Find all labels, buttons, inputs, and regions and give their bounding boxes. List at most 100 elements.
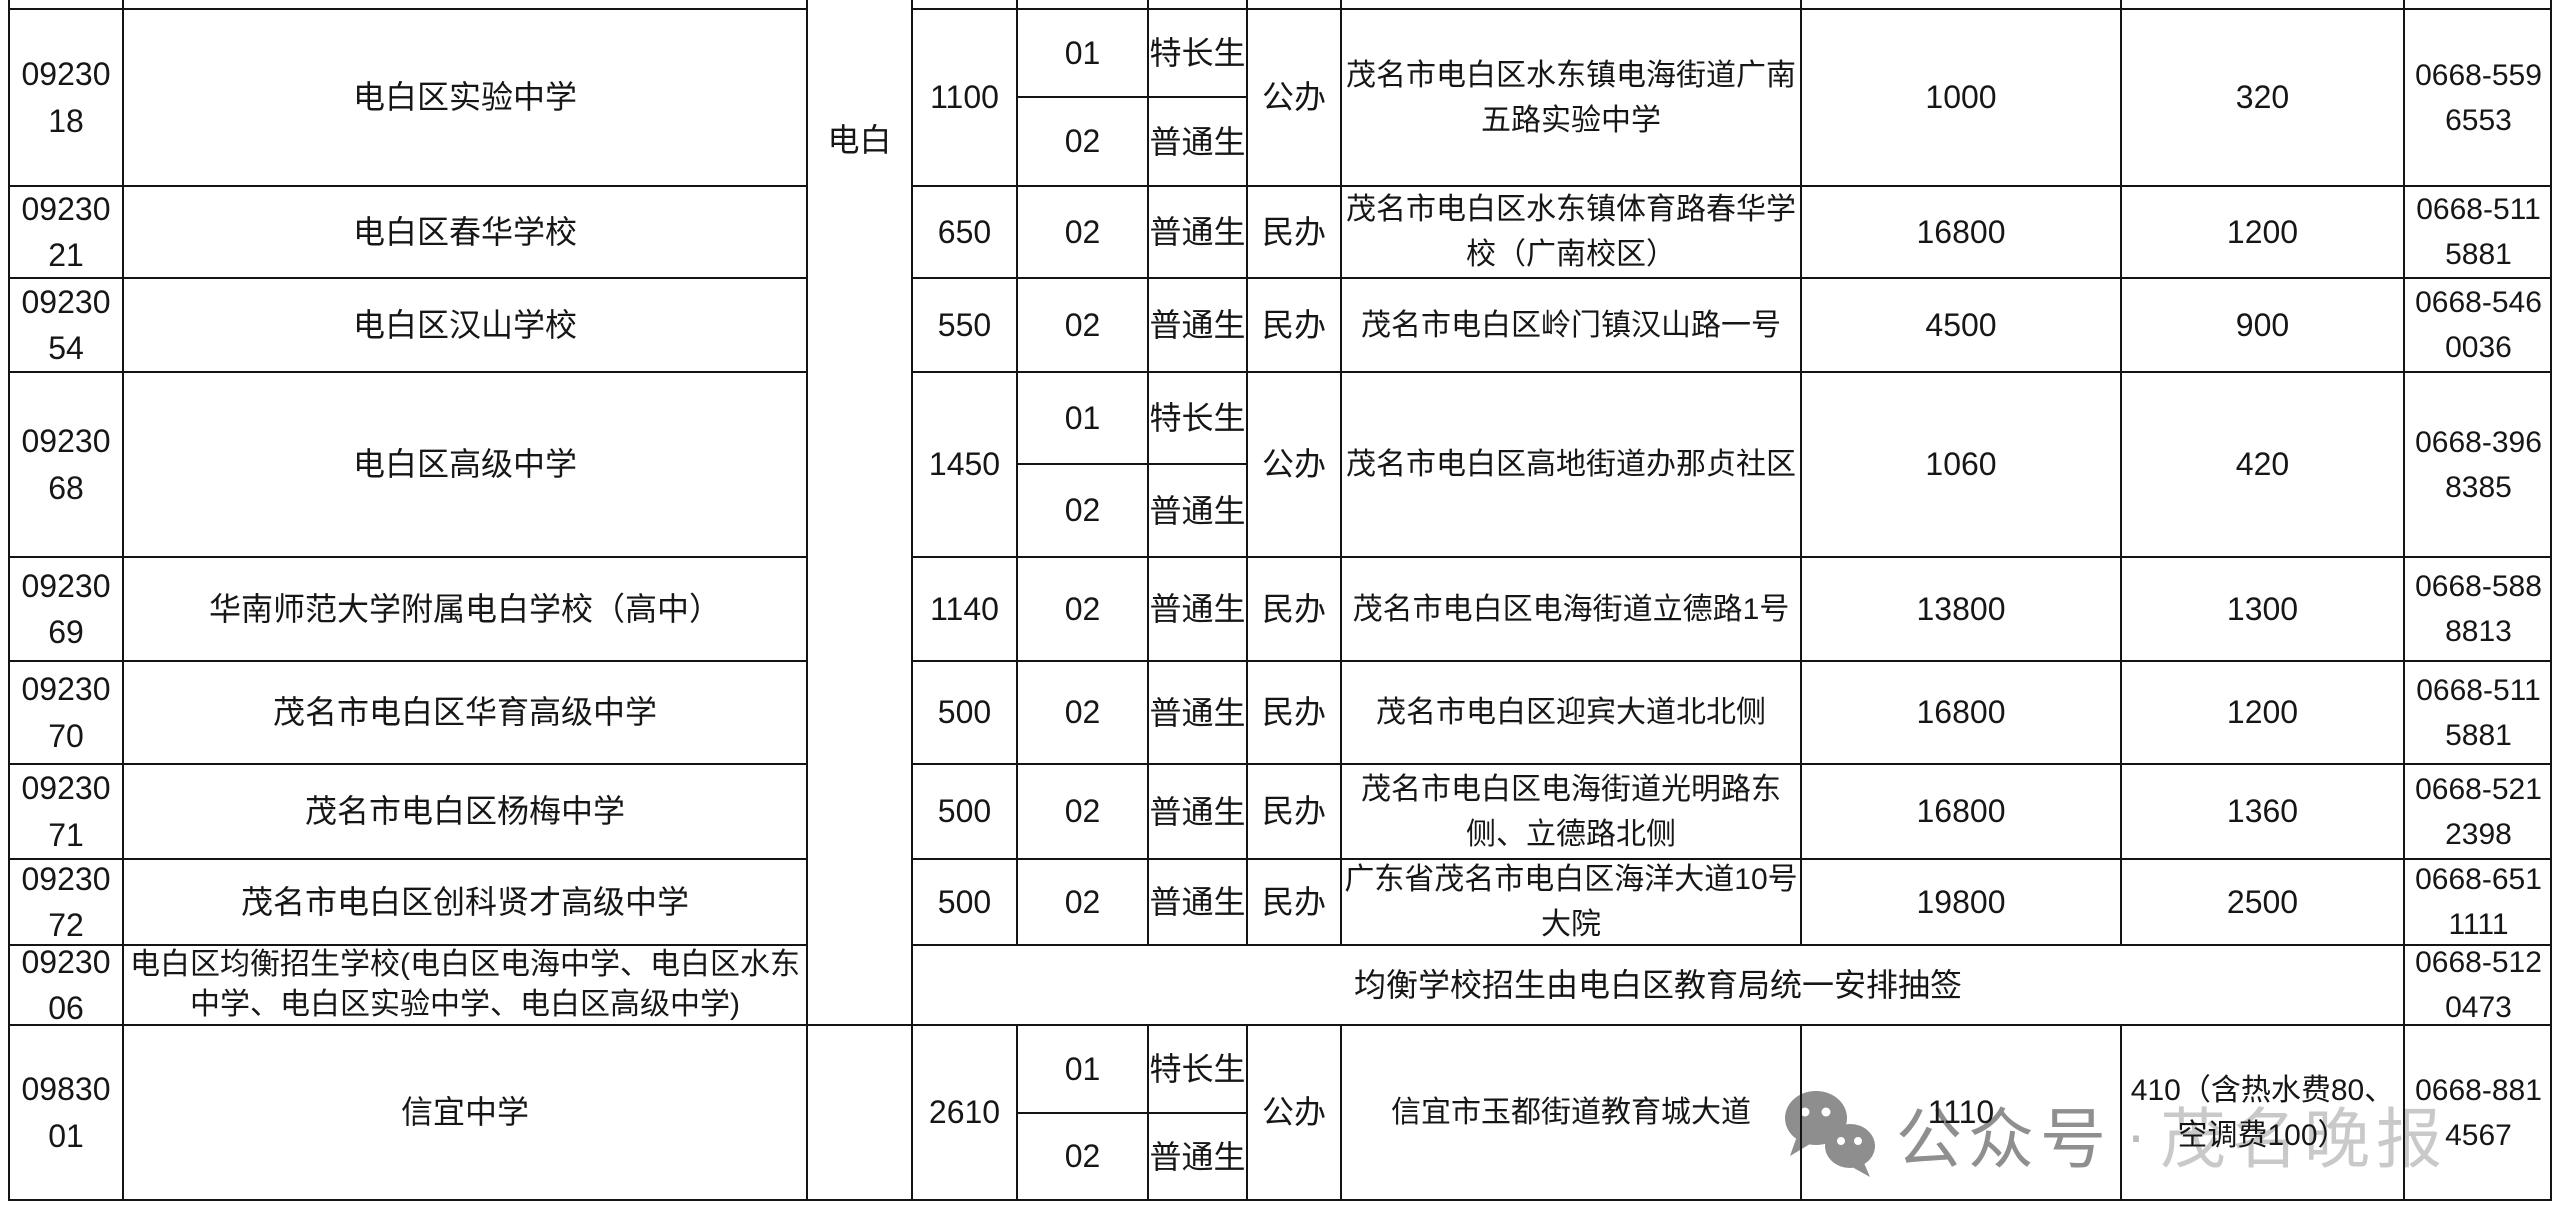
cell-student-type: 普通生 [1147,277,1246,371]
cell-merged-note: 均衡学校招生由电白区教育局统一安排抽签 [911,944,2403,1024]
cell-student-type: 普通生 [1147,763,1246,858]
grid-stub [2120,0,2122,10]
watermark-secondary-label: 茂名晚报 [2159,1102,2448,1176]
cell-amount1: 19800 [1800,858,2120,944]
cell-student-type: 普通生 [1147,1112,1246,1199]
cell-plan-total: 500 [911,660,1016,763]
cell-plan-total: 550 [911,277,1016,371]
cell-student-type: 普通生 [1147,96,1246,185]
cell-amount1: 16800 [1800,660,2120,763]
cell-code: 0923070 [8,660,122,763]
cell-amount2: 410（含热水费80、空调费100） [2120,1024,2403,1199]
grid-stub [2403,0,2405,10]
watermark-separator: · [2126,1100,2146,1168]
cell-sub-code: 02 [1016,1112,1147,1199]
cell-student-type: 普通生 [1147,185,1246,277]
cell-region-xinyi-empty [806,1024,911,1199]
cell-amount1: 1000 [1800,8,2120,185]
cell-school: 茂名市电白区创科贤才高级中学 [122,858,806,944]
cell-ownership: 民办 [1246,277,1340,371]
cell-phone: 0668-5460036 [2403,277,2552,371]
cell-code: 0923054 [8,277,122,371]
watermark-primary-label: 公众号 [1896,1102,2112,1176]
cell-school: 华南师范大学附属电白学校（高中） [122,556,806,660]
cell-amount2: 1200 [2120,660,2403,763]
cell-sub-code: 02 [1016,463,1147,556]
cell-amount2: 900 [2120,277,2403,371]
cell-student-type: 特长生 [1147,1024,1246,1112]
cell-code: 0923018 [8,8,122,185]
cell-school: 电白区均衡招生学校(电白区电海中学、电白区水东中学、电白区实验中学、电白区高级中… [122,944,806,1024]
cell-code: 0983001 [8,1024,122,1199]
cell-address: 茂名市电白区电海街道立德路1号 [1340,556,1800,660]
cell-plan-total: 2610 [911,1024,1016,1199]
cell-plan-total: 1100 [911,8,1016,185]
cell-ownership: 民办 [1246,185,1340,277]
cell-student-type: 普通生 [1147,463,1246,556]
cell-amount1: 13800 [1800,556,2120,660]
cell-ownership: 公办 [1246,1024,1340,1199]
cell-code: 0923072 [8,858,122,944]
grid-stub [1016,0,1018,10]
grid-stub [1340,0,1342,10]
cell-plan-total: 1140 [911,556,1016,660]
cell-sub-code: 01 [1016,1024,1147,1112]
cell-address: 茂名市电白区电海街道光明路东侧、立德路北侧 [1340,763,1800,858]
cell-ownership: 民办 [1246,556,1340,660]
table-right-border [2550,0,2552,1201]
cell-school: 茂名市电白区华育高级中学 [122,660,806,763]
cell-address: 茂名市电白区水东镇体育路春华学校（广南校区） [1340,185,1800,277]
cell-plan-total: 500 [911,858,1016,944]
cell-code: 0923006 [8,944,122,1026]
cell-amount2: 420 [2120,371,2403,556]
cell-amount2: 1360 [2120,763,2403,858]
grid-stub [911,0,913,10]
cell-ownership: 公办 [1246,8,1340,185]
cell-phone: 0668-3968385 [2403,371,2552,556]
cell-amount2: 1200 [2120,185,2403,277]
cell-ownership: 公办 [1246,371,1340,556]
cell-sub-code: 02 [1016,660,1147,763]
cell-amount1: 1060 [1800,371,2120,556]
cell-sub-code: 02 [1016,858,1147,944]
cell-sub-code: 02 [1016,277,1147,371]
cell-student-type: 普通生 [1147,660,1246,763]
cell-phone: 0668-5888813 [2403,556,2552,660]
cell-school: 电白区实验中学 [122,8,806,185]
cell-address: 茂名市电白区水东镇电海街道广南五路实验中学 [1340,8,1800,185]
cell-code: 0923068 [8,371,122,556]
cell-school: 电白区汉山学校 [122,277,806,371]
cell-phone: 0668-5115881 [2403,185,2552,277]
cell-plan-total: 500 [911,763,1016,858]
cell-code: 0923071 [8,763,122,858]
cell-amount2: 320 [2120,8,2403,185]
cell-ownership: 民办 [1246,660,1340,763]
cell-phone: 0668-5120473 [2403,944,2552,1024]
cell-school: 电白区高级中学 [122,371,806,556]
cell-sub-code: 01 [1016,371,1147,463]
grid-stub [1147,0,1149,10]
cell-plan-total: 1450 [911,371,1016,556]
cell-amount1: 1110 [1800,1024,2120,1199]
cell-amount2: 2500 [2120,858,2403,944]
cell-phone: 0668-6511111 [2403,858,2552,944]
watermark: 公众号 · 茂名晚报 [1778,1068,2448,1200]
cell-address: 信宜市玉都街道教育城大道 [1340,1024,1800,1199]
region-label: 电白 [827,122,892,158]
cell-sub-code: 02 [1016,556,1147,660]
grid-stub [1800,0,1802,10]
cell-phone: 0668-8814567 [2403,1024,2552,1199]
grid-stub [122,0,124,10]
cell-student-type: 特长生 [1147,371,1246,463]
cell-student-type: 普通生 [1147,556,1246,660]
cell-code: 0923069 [8,556,122,660]
cell-school: 电白区春华学校 [122,185,806,277]
cell-student-type: 普通生 [1147,858,1246,944]
cell-address: 茂名市电白区迎宾大道北北侧 [1340,660,1800,763]
cell-phone: 0668-5212398 [2403,763,2552,858]
cell-school: 茂名市电白区杨梅中学 [122,763,806,858]
cell-school: 信宜中学 [122,1024,806,1199]
cell-code: 0923021 [8,185,122,277]
cell-sub-code: 02 [1016,763,1147,858]
